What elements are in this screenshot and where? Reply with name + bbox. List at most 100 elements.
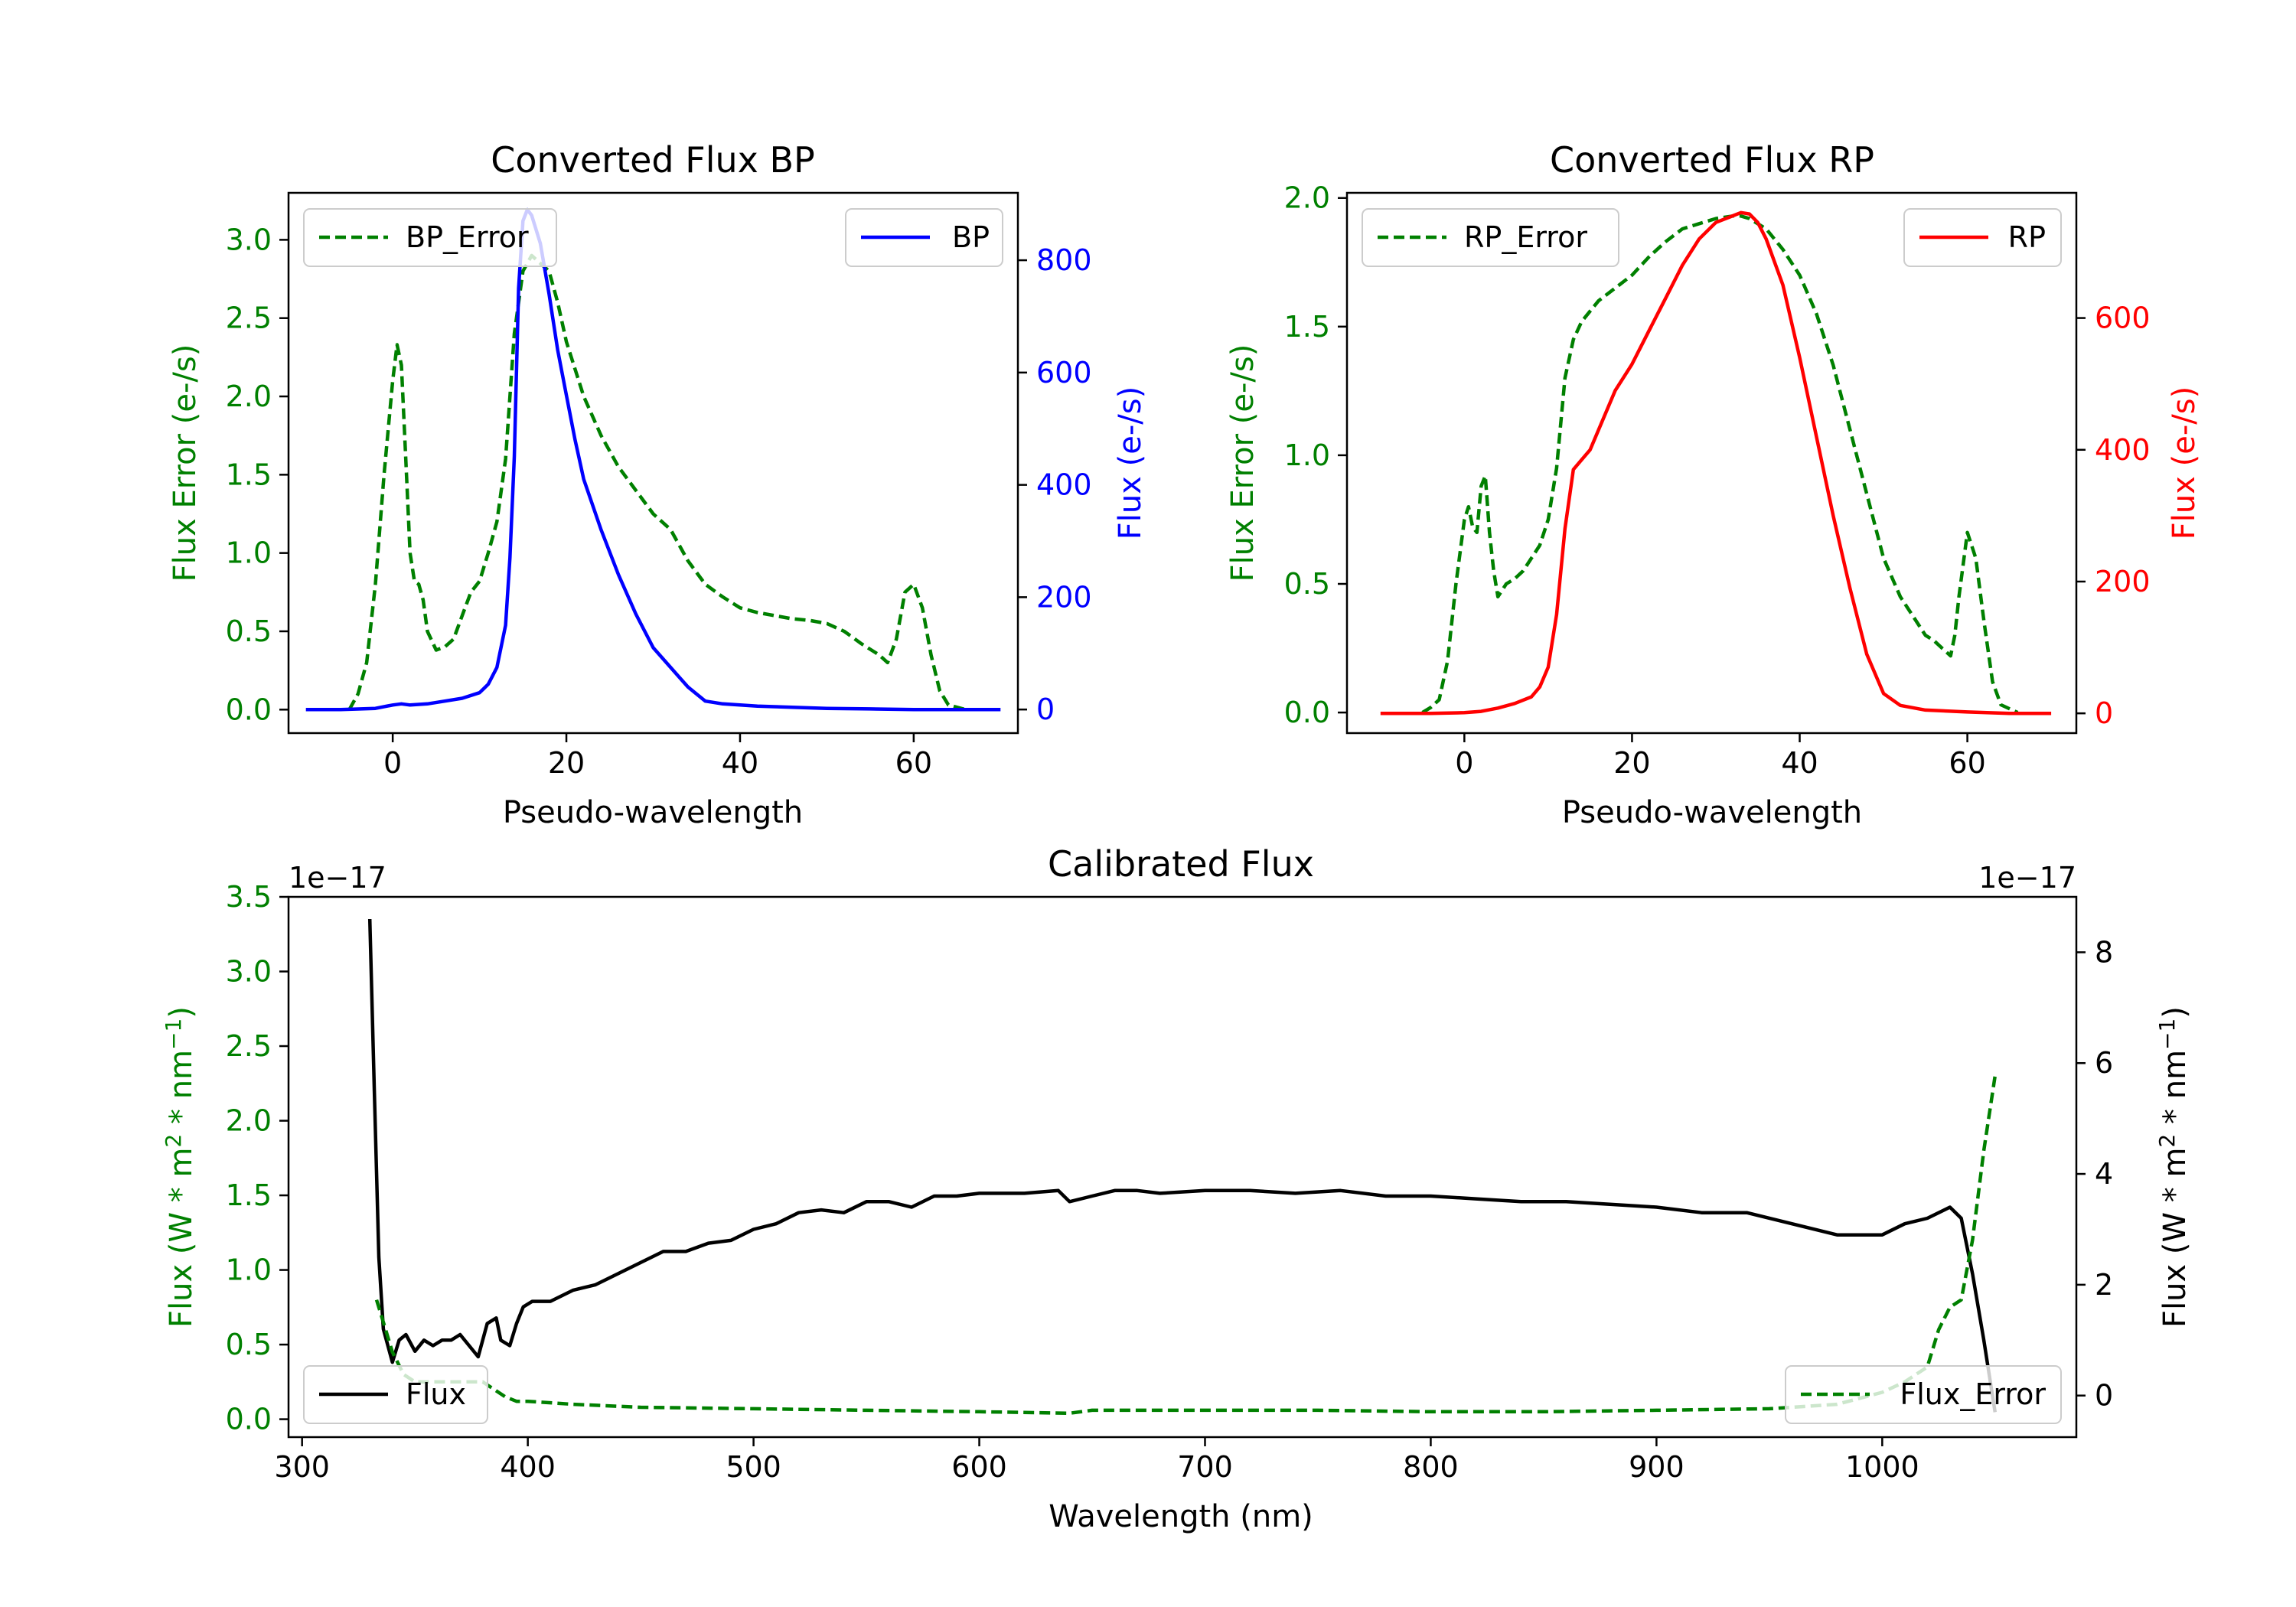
y-axis-left-label: Flux (W * m2 * nm−1) [161,1006,199,1328]
chart-title: Calibrated Flux [1048,843,1314,885]
chart-title: Converted Flux RP [1550,139,1874,181]
y-axis-right-offset: 1e−17 [1978,861,2076,895]
y-right-tick-label: 600 [2095,302,2151,335]
y-left-tick-label: 3.0 [226,955,272,989]
legend-label: Flux [406,1377,466,1411]
y-left-tick-label: 1.5 [226,458,272,491]
y-left-tick-label: 1.5 [1284,310,1330,344]
y-right-tick-label: 2 [2095,1268,2113,1302]
x-tick-label: 60 [1949,746,1985,780]
series-line-flux-error [374,1075,1998,1416]
axes-frame [287,895,2078,1439]
x-axis: 300 400 500 600 700 800 900 1000 [274,1437,1919,1484]
x-axis-label: Pseudo-wavelength [503,795,803,830]
series-line-rp-error [1421,214,2019,715]
x-tick-label: 900 [1629,1450,1684,1484]
y-right-tick-label: 8 [2095,935,2113,969]
legend-right: RP [1903,208,2062,267]
y-axis-right: 0 200 400 600 800 [1018,243,1092,726]
y-left-tick-label: 1.0 [226,1253,272,1287]
legend-box [1785,1365,2062,1424]
axes-frame [1345,191,2078,735]
x-axis: 0 20 40 60 [383,733,932,780]
legend-label: Flux_Error [1900,1377,2046,1411]
y-axis-left: 0.0 0.5 1.0 1.5 2.0 2.5 3.0 3.5 [226,880,289,1436]
y-axis-left-label: Flux Error (e-/s) [1225,344,1261,582]
legend-label: RP_Error [1464,220,1587,254]
legend-left: RP_Error [1362,208,1619,267]
x-tick-label: 600 [951,1450,1007,1484]
legend-box [303,1365,488,1424]
x-axis-label: Wavelength (nm) [1049,1499,1313,1534]
x-axis-label: Pseudo-wavelength [1562,795,1862,830]
y-left-tick-label: 2.0 [226,380,272,413]
plot-area [1380,210,2052,715]
legend-box [303,208,557,267]
chart-calibrated-flux: Calibrated Flux 1e−17 1e−17 300 400 500 600… [161,843,2193,1534]
y-right-tick-label: 800 [1036,243,1092,277]
y-right-tick-label: 0 [1036,693,1055,726]
series-line-rp [1380,210,2052,715]
y-axis-left: 0.0 0.5 1.0 1.5 2.0 2.5 3.0 [226,223,289,726]
axes-frame [287,191,1019,735]
legend-right: BP [845,208,1003,267]
y-left-tick-label: 2.0 [1284,181,1330,215]
y-axis-left-offset: 1e−17 [289,861,386,895]
x-axis: 0 20 40 60 [1455,733,1986,780]
y-axis-left-label: Flux Error (e-/s) [168,344,203,582]
y-left-tick-label: 1.0 [1284,438,1330,472]
y-axis-right-label: Flux (e-/s) [2167,386,2202,539]
plot-area [305,207,1001,712]
y-right-tick-label: 4 [2095,1157,2113,1191]
x-tick-label: 400 [500,1450,556,1484]
y-left-tick-label: 0.5 [1284,567,1330,601]
y-right-tick-label: 0 [2095,1379,2113,1413]
legend-label: BP [952,220,990,254]
x-tick-label: 0 [383,746,402,780]
plot-area [367,918,1998,1416]
y-left-tick-label: 0.0 [226,1403,272,1436]
x-tick-label: 0 [1455,746,1473,780]
legend-label: RP [2008,220,2046,254]
chart-converted-flux-bp: Converted Flux BP 0 20 40 60 0.0 0.5 1.0 1.5 2.… [168,139,1148,830]
x-tick-label: 40 [1781,746,1818,780]
y-left-tick-label: 3.0 [226,223,272,256]
y-right-tick-label: 600 [1036,356,1092,390]
y-left-tick-label: 0.5 [226,614,272,648]
chart-title: Converted Flux BP [491,139,815,181]
y-left-tick-label: 0.0 [226,693,272,726]
y-left-tick-label: 1.5 [226,1178,272,1212]
y-left-tick-label: 2.5 [226,1029,272,1063]
series-line-flux [367,918,1998,1413]
legend-box [1362,208,1619,267]
legend-right: Flux_Error [1785,1365,2062,1424]
x-tick-label: 500 [726,1450,781,1484]
legend-left: BP_Error [303,208,557,267]
x-tick-label: 20 [548,746,585,780]
y-left-tick-label: 0.0 [1284,696,1330,729]
y-axis-right: 0 2 4 6 8 [2076,935,2113,1413]
chart-converted-flux-rp: Converted Flux RP 0 20 40 60 0.0 0.5 1.0 1.5 2.… [1225,139,2202,830]
y-axis-right-label: Flux (e-/s) [1113,386,1148,539]
y-left-tick-label: 2.0 [226,1104,272,1138]
legend-label: BP_Error [406,220,529,254]
series-line-bp [305,207,1001,712]
x-tick-label: 60 [895,746,932,780]
x-tick-label: 1000 [1845,1450,1919,1484]
y-axis-left: 0.0 0.5 1.0 1.5 2.0 [1284,181,1347,729]
y-axis-right: 0 200 400 600 [2076,302,2151,730]
y-right-tick-label: 400 [1036,468,1092,502]
y-axis-right-label: Flux (W * m2 * nm−1) [2154,1006,2193,1328]
y-right-tick-label: 0 [2095,696,2113,730]
y-right-tick-label: 400 [2095,433,2151,467]
x-tick-label: 800 [1403,1450,1459,1484]
x-tick-label: 20 [1613,746,1650,780]
y-right-tick-label: 6 [2095,1046,2113,1080]
y-left-tick-label: 3.5 [226,880,272,914]
x-tick-label: 700 [1177,1450,1233,1484]
x-tick-label: 300 [274,1450,330,1484]
x-tick-label: 40 [722,746,758,780]
y-right-tick-label: 200 [1036,580,1092,614]
